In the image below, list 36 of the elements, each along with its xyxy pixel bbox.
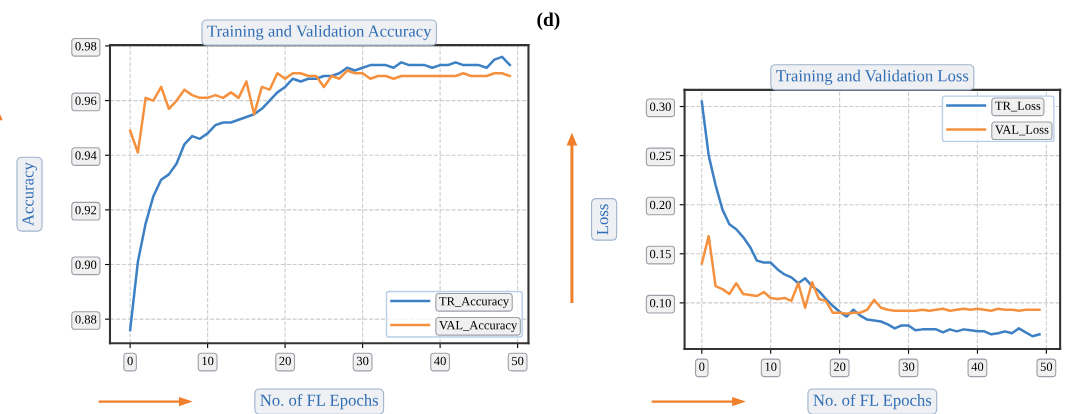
x-tick-label: 30 [356, 356, 369, 366]
x-tick-label: 40 [434, 356, 446, 366]
y-axis-title: Loss [597, 204, 609, 235]
y-tick-label: 0.92 [75, 205, 97, 215]
legend-label: TR_Loss [995, 101, 1041, 112]
chart-title: Training and Validation Loss [776, 69, 969, 85]
y-axis-title: Accuracy [22, 162, 38, 226]
legend-label: TR_Accuracy [439, 297, 510, 309]
y-tick-label: 0.88 [75, 315, 97, 324]
text: (d) [537, 12, 560, 31]
x-tick-label: 0 [127, 356, 133, 366]
y-tick-label: 0.10 [649, 298, 671, 308]
x-tick-label: 10 [202, 356, 214, 366]
x-tick-label: 0 [699, 362, 705, 371]
y-tick-label: 0.90 [75, 260, 97, 270]
y-tick-label: 0.98 [75, 41, 97, 51]
line-series [700, 234, 1041, 315]
line-series [128, 69, 512, 154]
x-tick-label: 40 [971, 362, 984, 371]
x-axis-title: No. of FL Epochs [813, 393, 932, 410]
y-tick-label: 0.25 [649, 151, 671, 161]
x-axis-title: No. of FL Epochs [260, 393, 379, 410]
x-tick-label: 30 [902, 362, 915, 371]
y-tick-label: 0.20 [649, 200, 671, 210]
x-tick-label: 10 [765, 362, 777, 371]
y-tick-label: 0.96 [75, 96, 97, 106]
x-tick-label: 20 [279, 356, 291, 366]
legend-label: VAL_Loss [995, 125, 1049, 136]
x-tick-label: 20 [833, 362, 846, 371]
chart-title: Training and Validation Accuracy [207, 25, 432, 41]
legend-label: VAL_Accuracy [439, 321, 518, 332]
y-tick-label: 0.15 [649, 249, 671, 259]
x-tick-label: 50 [512, 356, 524, 366]
y-tick-label: 0.30 [649, 102, 671, 112]
y-tick-label: 0.94 [75, 151, 97, 160]
x-tick-label: 50 [1040, 362, 1053, 371]
